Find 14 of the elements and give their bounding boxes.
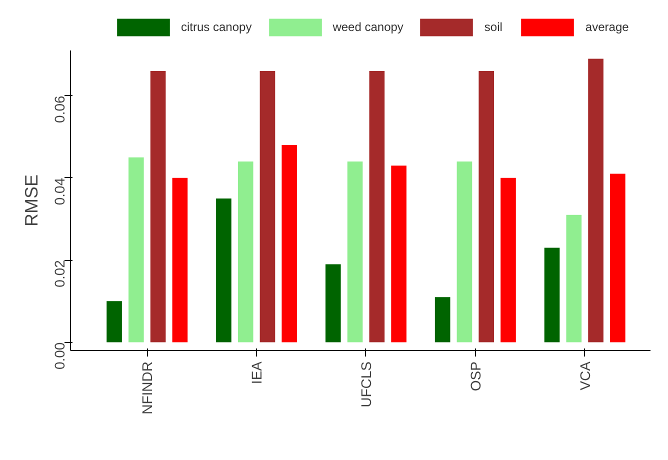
y-tick-label: 0.04 (52, 178, 68, 206)
x-tick-label: NFINDR (139, 361, 156, 414)
y-axis-title: RMSE (22, 174, 42, 226)
y-tick-label: 0.02 (52, 260, 68, 288)
legend-label: average (585, 20, 629, 34)
y-tick-label: 0.06 (52, 95, 68, 123)
x-tick-label: IEA (248, 360, 265, 384)
x-tick-label: OSP (467, 361, 484, 392)
legend-label: citrus canopy (181, 20, 252, 34)
x-tick-label: VCA (576, 360, 593, 390)
legend-label: weed canopy (332, 20, 404, 34)
legend-label: soil (484, 20, 504, 34)
x-tick-label: UFCLS (358, 361, 374, 408)
y-tick-label: 0.00 (52, 342, 68, 370)
